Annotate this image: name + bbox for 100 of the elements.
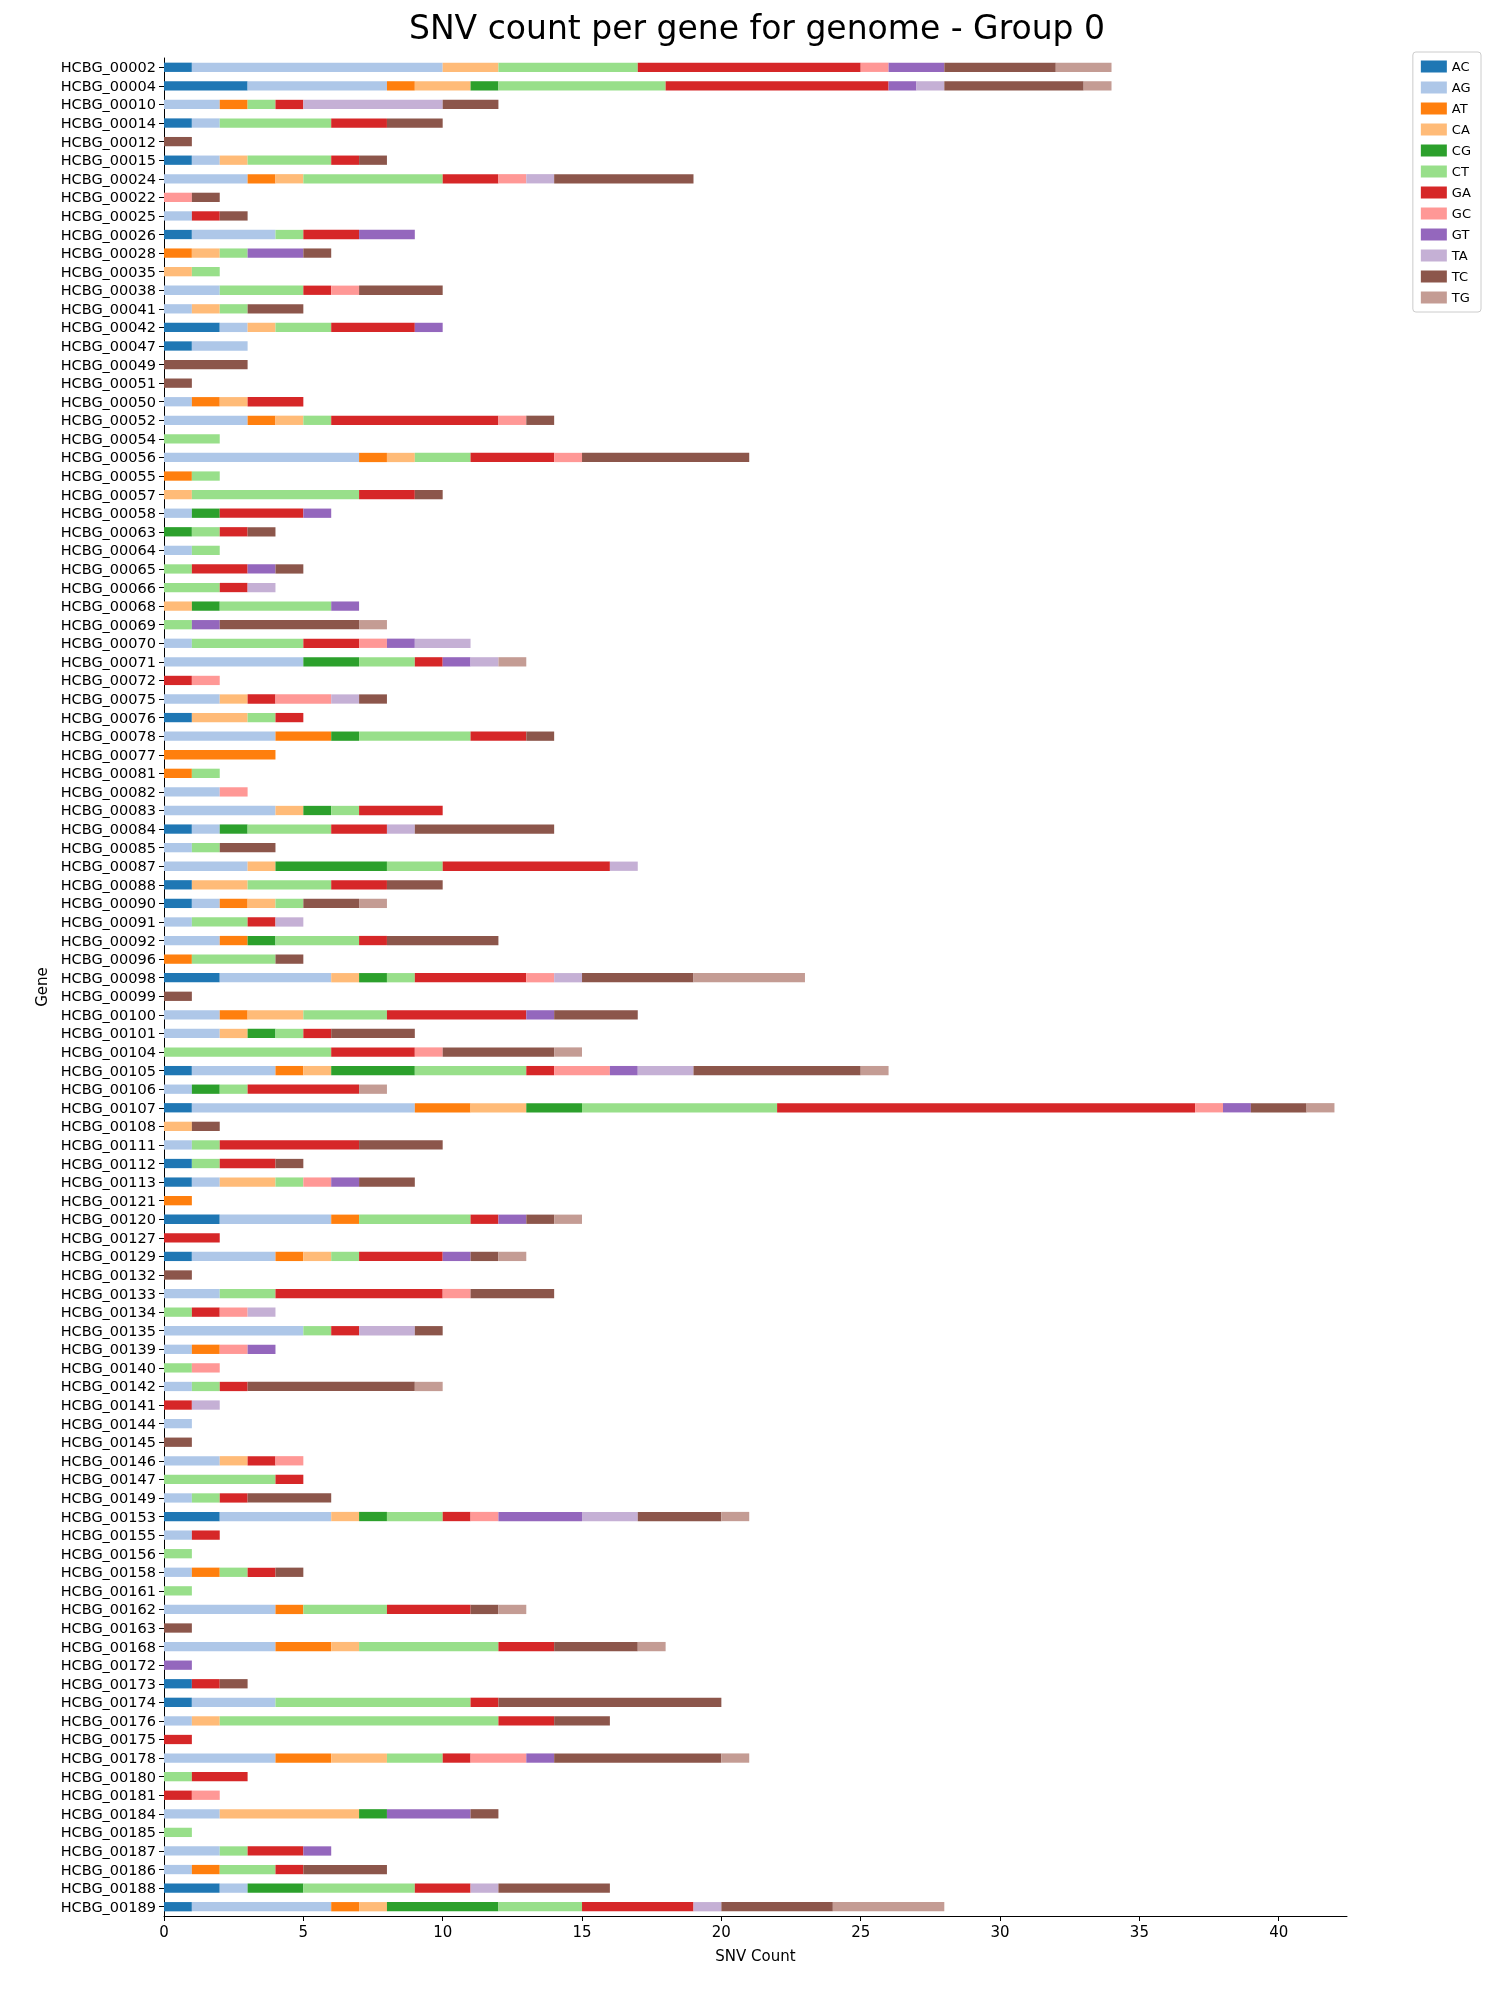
y-tick-label: HCBG_00051: [60, 375, 156, 392]
bar: [164, 174, 248, 184]
bar: [219, 211, 248, 221]
bar: [164, 1437, 192, 1447]
bar: [582, 1511, 638, 1522]
bar: [721, 1511, 750, 1522]
bar: [637, 1511, 722, 1522]
bar: [498, 1511, 583, 1522]
bar: [386, 1809, 471, 1819]
bar: [191, 1697, 276, 1707]
bar: [303, 1177, 332, 1187]
bar: [498, 174, 527, 184]
bar: [219, 1028, 248, 1039]
bar: [164, 564, 192, 574]
bar: [275, 415, 304, 425]
bar: [164, 1660, 192, 1670]
bar: [164, 211, 192, 221]
bar: [247, 1567, 276, 1577]
bar: [247, 1344, 276, 1354]
bar: [164, 917, 192, 927]
bar: [219, 527, 248, 537]
bar: [303, 229, 360, 240]
bar: [359, 155, 387, 165]
bar: [470, 1604, 499, 1615]
y-tick-label: HCBG_00187: [60, 1842, 156, 1859]
bar: [526, 1753, 555, 1763]
bar: [386, 452, 415, 463]
y-tick-label: HCBG_00076: [60, 709, 156, 726]
bar: [219, 843, 276, 853]
bar: [275, 1474, 304, 1485]
y-tick-label: HCBG_00088: [60, 876, 156, 893]
bar: [164, 1809, 220, 1819]
bar: [359, 935, 387, 946]
bar: [359, 1084, 387, 1094]
y-tick-label: HCBG_00055: [60, 468, 156, 485]
bar: [637, 1065, 694, 1076]
bar: [386, 824, 415, 834]
bar: [275, 1251, 304, 1262]
bar: [554, 1641, 638, 1652]
bar: [247, 935, 276, 946]
bar: [219, 824, 248, 834]
bar: [164, 880, 192, 890]
bar: [442, 62, 499, 72]
bar: [191, 1530, 220, 1540]
bar: [164, 1028, 220, 1039]
y-tick-label: HCBG_00098: [60, 969, 156, 986]
bar: [470, 1288, 555, 1299]
bar: [442, 861, 610, 871]
bar: [359, 1214, 471, 1224]
bar: [247, 99, 276, 110]
bar: [303, 1251, 332, 1262]
y-tick-label: HCBG_00135: [60, 1322, 156, 1339]
bar: [582, 452, 750, 463]
bar: [219, 1214, 332, 1224]
bar: [275, 174, 304, 184]
y-tick-label: HCBG_00145: [60, 1434, 156, 1451]
bar: [219, 1177, 276, 1187]
bar: [303, 508, 332, 518]
bar: [247, 582, 276, 593]
bar: [582, 973, 694, 983]
bar: [219, 99, 248, 110]
bar: [386, 1010, 527, 1020]
bar: [275, 1641, 332, 1652]
y-tick-label: HCBG_00052: [60, 412, 156, 429]
bar: [164, 1214, 220, 1224]
bar: [331, 322, 415, 333]
y-tick-label: HCBG_00113: [60, 1174, 156, 1191]
bar: [359, 1511, 387, 1522]
y-tick-label: HCBG_00028: [60, 245, 156, 262]
bar: [888, 81, 917, 91]
bar: [191, 620, 220, 630]
bar: [331, 1641, 360, 1652]
y-tick-label: HCBG_00049: [60, 356, 156, 373]
y-tick-label: HCBG_00022: [60, 189, 156, 206]
bar: [164, 1307, 192, 1317]
bar: [526, 973, 555, 983]
legend-label: AC: [1451, 59, 1470, 74]
bar: [359, 731, 471, 741]
x-tick-label: 20: [711, 1922, 731, 1941]
bar: [247, 527, 276, 537]
y-tick-label: HCBG_00149: [60, 1489, 156, 1506]
bar: [470, 1883, 499, 1893]
bar: [526, 1214, 555, 1224]
bar: [164, 675, 192, 686]
bar: [191, 675, 220, 686]
bar: [164, 1103, 192, 1113]
bar: [164, 1902, 192, 1912]
y-tick-label: HCBG_00153: [60, 1508, 156, 1525]
bar: [331, 601, 360, 611]
bar: [414, 1065, 527, 1076]
bar: [164, 1233, 220, 1243]
bar: [526, 415, 555, 425]
bar: [359, 657, 415, 667]
y-tick-label: HCBG_00134: [60, 1304, 156, 1321]
bar: [191, 1177, 220, 1187]
bar: [164, 1641, 276, 1652]
bar: [554, 1753, 722, 1763]
bar: [164, 285, 220, 295]
bar: [247, 1493, 332, 1503]
bar: [1195, 1103, 1223, 1113]
